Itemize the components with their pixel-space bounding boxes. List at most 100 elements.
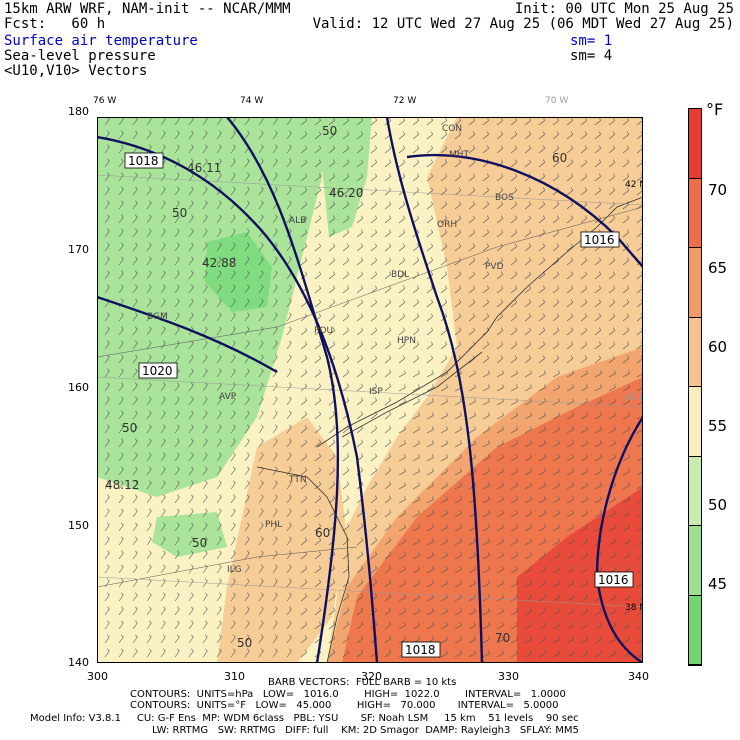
wind-barb <box>426 510 434 518</box>
wind-barb <box>482 257 489 266</box>
wind-barb <box>356 607 363 616</box>
wind-barb <box>412 538 420 546</box>
city-label: ISP <box>369 387 383 397</box>
wind-barb <box>174 228 180 238</box>
wind-barb <box>552 257 559 266</box>
city-label: POU <box>314 326 333 336</box>
wind-barb <box>566 608 574 616</box>
wind-barb <box>552 622 560 630</box>
wind-barb <box>300 565 307 574</box>
wind-barb <box>468 440 476 448</box>
wind-barb <box>216 536 222 546</box>
wind-barb <box>258 452 264 462</box>
wind-barb <box>146 396 152 406</box>
wind-barb <box>104 130 110 140</box>
wind-barb <box>272 508 278 518</box>
wind-barb <box>216 452 222 462</box>
wind-barb <box>174 494 180 504</box>
wind-barb <box>594 187 601 196</box>
wind-barb <box>454 313 461 322</box>
wind-barb <box>538 580 546 588</box>
wind-barb <box>104 340 110 350</box>
wind-barb <box>118 382 124 392</box>
legend-swatch <box>689 109 701 179</box>
wind-barb <box>118 186 124 196</box>
wind-barb <box>328 215 335 224</box>
isobar-label: 1018 <box>405 643 436 657</box>
wind-barb <box>426 426 434 434</box>
wind-barb <box>356 159 363 168</box>
wind-barb <box>398 412 406 420</box>
wind-barb <box>188 200 194 210</box>
wind-barb <box>412 215 419 224</box>
wind-barb <box>524 552 532 560</box>
wind-barb <box>454 440 462 448</box>
wind-barb <box>510 482 518 490</box>
wind-barb <box>104 536 110 546</box>
wind-barb <box>496 454 504 462</box>
wind-barb <box>118 340 124 350</box>
wind-barb <box>286 522 292 532</box>
wind-barb <box>440 285 447 294</box>
wind-barb <box>510 538 518 546</box>
wind-barb <box>118 620 124 630</box>
wind-barb <box>230 620 236 630</box>
wind-barb <box>258 466 264 476</box>
wind-barb <box>202 298 208 308</box>
wind-barb <box>118 312 124 322</box>
wind-barb <box>328 313 335 322</box>
lat-label-40: 40 N <box>625 393 643 403</box>
wind-barb <box>412 608 420 616</box>
wind-barb <box>552 327 559 336</box>
wind-barb <box>104 354 110 364</box>
wind-barb <box>496 215 503 224</box>
wind-barb <box>132 564 138 574</box>
wind-barb <box>426 215 433 224</box>
wind-barb <box>622 594 630 602</box>
wind-barb <box>230 256 236 266</box>
temp-label: 50 <box>237 636 252 650</box>
wind-barb <box>370 621 377 630</box>
wind-barb <box>524 440 532 448</box>
lon-label: 72 W <box>393 96 417 106</box>
wind-barb <box>132 508 138 518</box>
wind-barb <box>202 284 208 294</box>
wind-barb <box>608 327 615 336</box>
wind-barb <box>244 256 250 266</box>
wind-barb <box>384 481 391 490</box>
wind-barb <box>398 215 405 224</box>
wind-barb <box>286 284 292 294</box>
wind-barb <box>580 215 587 224</box>
wind-barb <box>160 354 166 364</box>
wind-barb <box>370 285 377 294</box>
wind-barb <box>118 466 124 476</box>
wind-barb <box>286 452 292 462</box>
wind-barb <box>580 454 588 462</box>
valid-time: Valid: 12 UTC Wed 27 Aug 25 (06 MDT Wed … <box>312 16 734 32</box>
wind-barb <box>314 607 321 616</box>
wind-barb <box>104 382 110 392</box>
wind-barb <box>300 397 307 406</box>
wind-barb <box>286 158 292 168</box>
wind-barb <box>342 229 349 238</box>
wind-barb <box>580 355 587 364</box>
wind-barb <box>440 327 447 336</box>
wind-barb <box>622 384 630 392</box>
wind-barb <box>412 299 419 308</box>
wind-barb <box>104 452 110 462</box>
wind-barb <box>300 635 307 644</box>
wind-barb <box>356 355 363 364</box>
wind-barb <box>300 509 307 518</box>
wind-barb <box>482 215 489 224</box>
wind-barb <box>384 425 391 434</box>
wind-barb <box>160 396 166 406</box>
wind-barb <box>286 186 292 196</box>
wind-barb <box>258 480 264 490</box>
wind-barb <box>356 383 363 392</box>
wind-barb <box>146 452 152 462</box>
city-label: BGM <box>147 312 168 322</box>
wind-barb <box>174 172 180 182</box>
wind-barb <box>258 130 264 140</box>
wind-barb <box>412 257 419 266</box>
wind-barb <box>300 131 307 140</box>
